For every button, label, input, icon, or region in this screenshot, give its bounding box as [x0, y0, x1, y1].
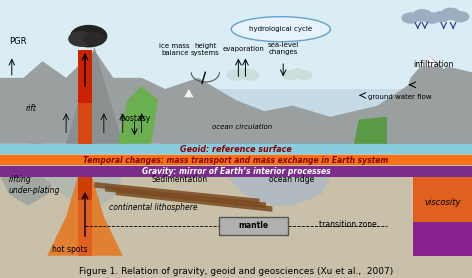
- FancyBboxPatch shape: [219, 217, 288, 235]
- Polygon shape: [118, 86, 158, 144]
- Circle shape: [242, 70, 259, 80]
- Polygon shape: [227, 177, 330, 206]
- FancyBboxPatch shape: [165, 127, 472, 144]
- Circle shape: [413, 10, 432, 21]
- Text: infiltration: infiltration: [413, 60, 454, 69]
- Text: Figure 1. Relation of gravity, geoid and geosciences (Xu et al.,  2007): Figure 1. Relation of gravity, geoid and…: [79, 267, 393, 275]
- Polygon shape: [160, 89, 208, 144]
- Polygon shape: [78, 103, 92, 144]
- Circle shape: [84, 33, 105, 45]
- Text: transition zone: transition zone: [319, 220, 376, 229]
- Polygon shape: [94, 182, 260, 204]
- Circle shape: [297, 71, 312, 80]
- Polygon shape: [47, 47, 123, 144]
- FancyBboxPatch shape: [0, 166, 472, 177]
- Circle shape: [423, 13, 440, 23]
- Polygon shape: [184, 89, 194, 97]
- FancyBboxPatch shape: [0, 0, 472, 89]
- Polygon shape: [105, 186, 266, 208]
- Text: under-plating: under-plating: [8, 186, 60, 195]
- Text: ocean circulation: ocean circulation: [212, 124, 273, 130]
- Polygon shape: [0, 177, 57, 206]
- Text: Sedimentation: Sedimentation: [151, 175, 207, 184]
- Text: height
systems: height systems: [191, 43, 219, 56]
- Circle shape: [433, 12, 450, 22]
- Polygon shape: [354, 117, 387, 144]
- Circle shape: [291, 69, 304, 77]
- Text: Geoid: reference surface: Geoid: reference surface: [180, 145, 292, 153]
- Polygon shape: [0, 100, 45, 144]
- Polygon shape: [78, 177, 92, 200]
- FancyBboxPatch shape: [0, 0, 472, 145]
- Text: hydrological cycle: hydrological cycle: [249, 26, 312, 32]
- Text: ice mass
balance: ice mass balance: [160, 43, 190, 56]
- Circle shape: [441, 8, 460, 19]
- Text: hot spots: hot spots: [52, 245, 88, 254]
- Text: isostasy: isostasy: [119, 114, 150, 123]
- Text: ground water flow: ground water flow: [368, 94, 432, 100]
- Polygon shape: [42, 177, 123, 208]
- Polygon shape: [0, 50, 472, 144]
- Polygon shape: [78, 50, 92, 144]
- FancyBboxPatch shape: [413, 177, 472, 234]
- Text: ocean ridge: ocean ridge: [269, 175, 314, 184]
- Circle shape: [69, 32, 93, 46]
- Polygon shape: [47, 177, 123, 256]
- FancyBboxPatch shape: [0, 155, 472, 165]
- Circle shape: [452, 12, 469, 22]
- Polygon shape: [78, 177, 92, 256]
- FancyBboxPatch shape: [0, 144, 472, 154]
- Circle shape: [228, 70, 244, 80]
- FancyBboxPatch shape: [0, 145, 472, 278]
- Polygon shape: [420, 56, 439, 67]
- Polygon shape: [116, 190, 272, 212]
- Text: Gravity: mirror of Earth’s interior processes: Gravity: mirror of Earth’s interior proc…: [142, 167, 330, 176]
- Text: PGR: PGR: [9, 38, 27, 46]
- Text: rift: rift: [26, 104, 37, 113]
- Text: sea-level
changes: sea-level changes: [268, 42, 299, 55]
- Text: Temporal changes: mass transport and mass exchange in Earth system: Temporal changes: mass transport and mas…: [84, 156, 388, 165]
- Circle shape: [402, 13, 419, 23]
- Text: evaporation: evaporation: [222, 46, 264, 53]
- Text: viscosity: viscosity: [424, 198, 461, 207]
- Text: mantle: mantle: [239, 221, 269, 230]
- Polygon shape: [354, 56, 472, 144]
- Circle shape: [71, 26, 107, 47]
- Text: rifting: rifting: [8, 175, 31, 184]
- Text: continental lithosphere: continental lithosphere: [109, 203, 197, 212]
- FancyBboxPatch shape: [413, 222, 472, 256]
- Circle shape: [236, 68, 251, 77]
- Ellipse shape: [231, 17, 330, 42]
- Circle shape: [283, 71, 298, 80]
